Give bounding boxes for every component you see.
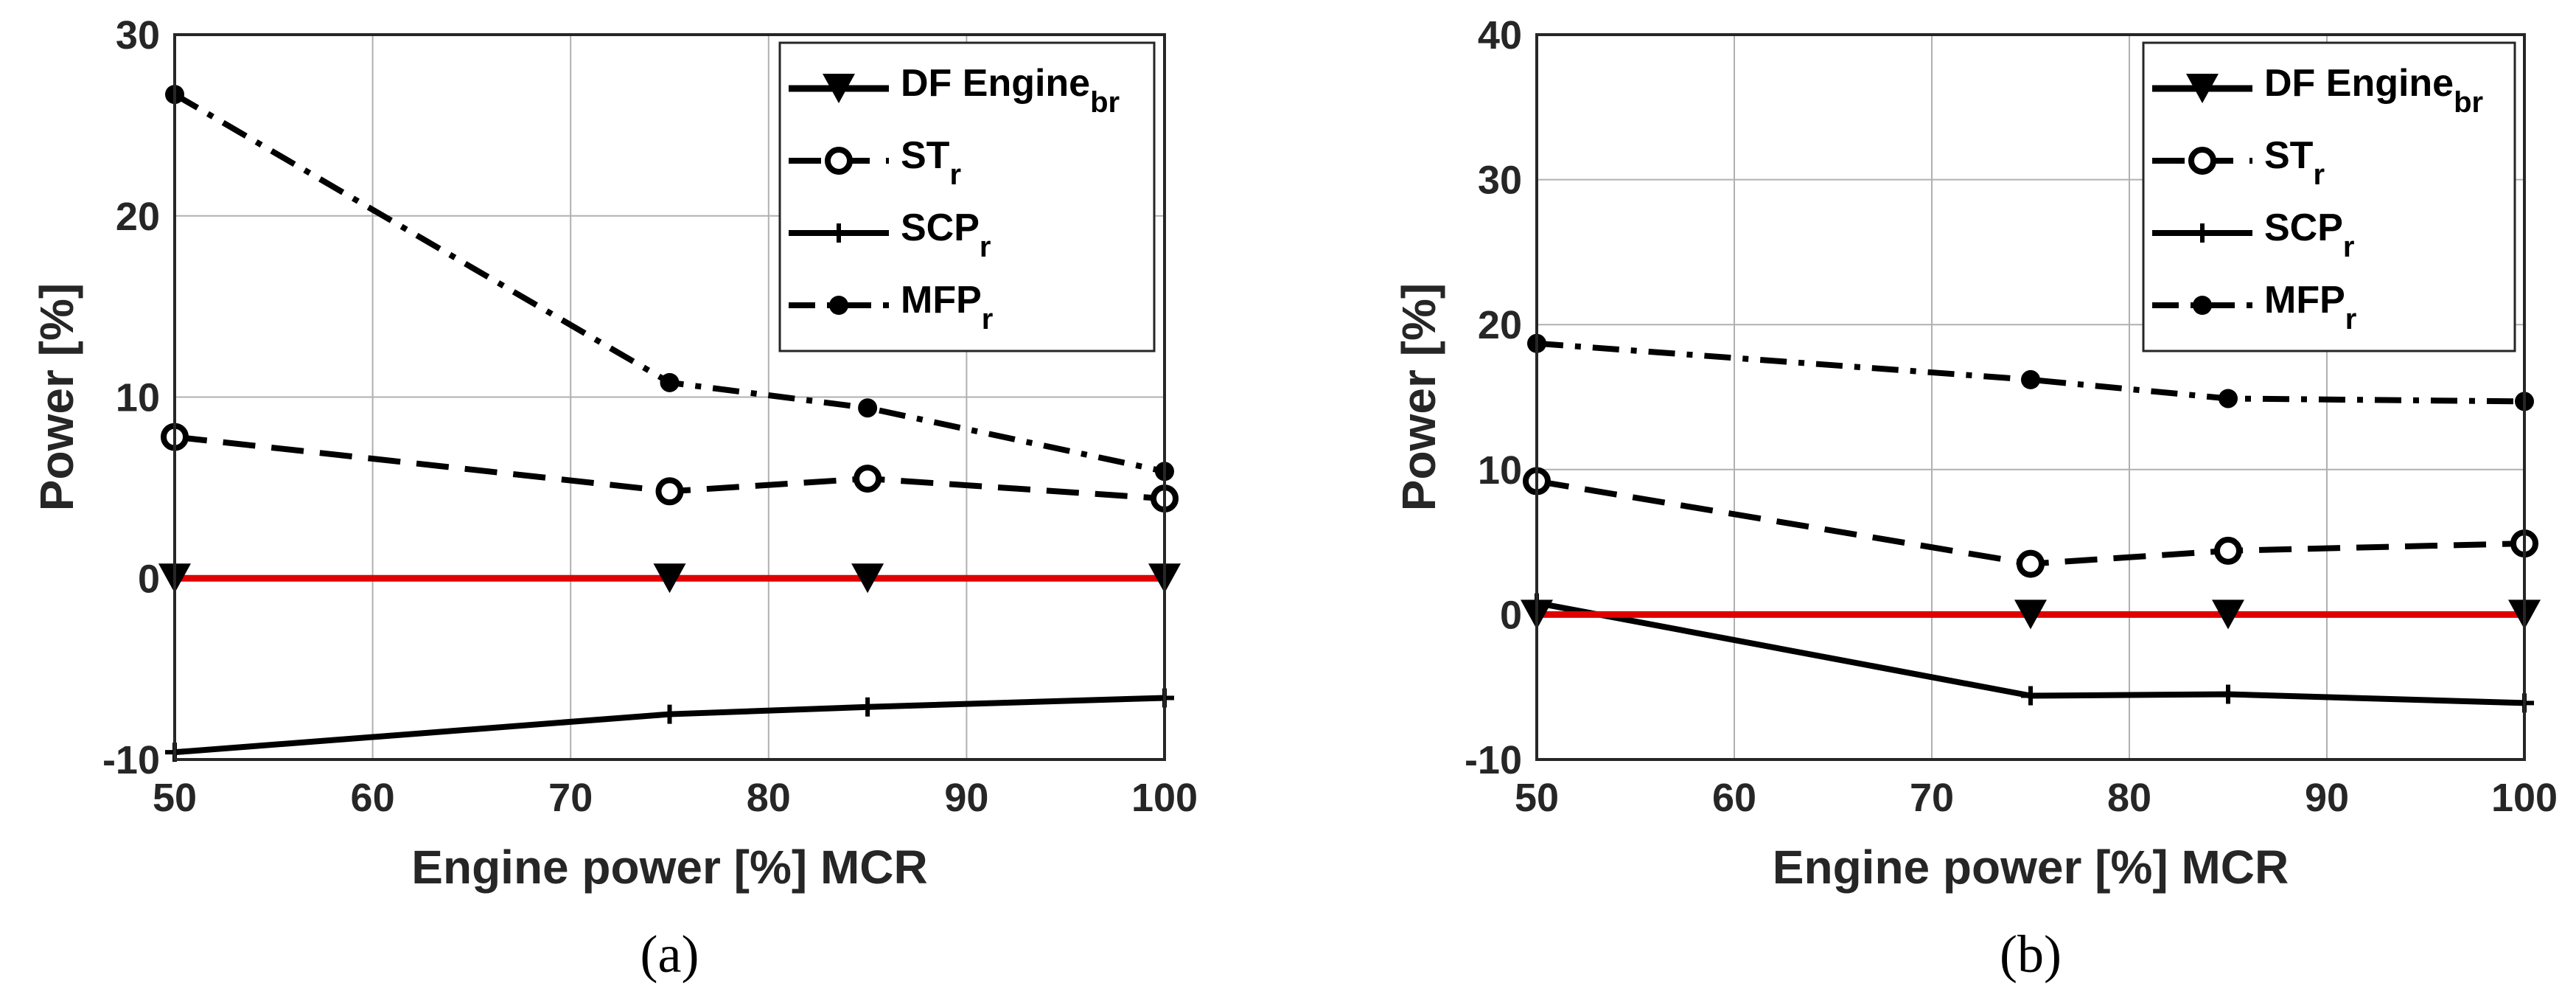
marker-circle-filled bbox=[2219, 389, 2238, 409]
y-tick-label: -10 bbox=[102, 738, 160, 782]
y-tick-label: 0 bbox=[1500, 593, 1522, 637]
y-tick-label: 30 bbox=[116, 13, 160, 58]
marker-circle-filled bbox=[2193, 296, 2212, 315]
marker-circle-open bbox=[825, 147, 853, 175]
legend-label-subscript: r bbox=[2345, 303, 2357, 336]
marker-circle-filled bbox=[660, 372, 680, 392]
legend-label-subscript: br bbox=[1090, 86, 1120, 119]
marker-plus bbox=[858, 697, 878, 717]
marker-circle-filled bbox=[829, 296, 848, 315]
x-tick-label: 100 bbox=[1131, 776, 1198, 820]
y-tick-label: 20 bbox=[116, 195, 160, 239]
marker-triangle-down bbox=[2186, 74, 2219, 103]
series-mfp bbox=[1527, 333, 2534, 411]
marker-circle-open bbox=[2214, 536, 2242, 565]
series-line bbox=[1536, 340, 2525, 405]
x-axis-label: Engine power [%] MCR bbox=[1773, 841, 2289, 894]
y-axis-label: Power [%] bbox=[1392, 283, 1445, 511]
series-line bbox=[174, 434, 1165, 502]
series-line bbox=[172, 91, 1165, 475]
marker-triangle-down bbox=[2014, 599, 2047, 630]
x-tick-label: 50 bbox=[153, 776, 197, 820]
series-st bbox=[1523, 467, 2538, 578]
x-tick-label: 60 bbox=[1712, 776, 1756, 820]
y-tick-label: 0 bbox=[138, 557, 160, 601]
marker-plus bbox=[2193, 223, 2212, 243]
y-tick-label: 10 bbox=[116, 376, 160, 420]
series-line bbox=[1536, 478, 2525, 567]
plot-frame bbox=[1535, 33, 2526, 761]
x-tick-label: 70 bbox=[1910, 776, 1954, 820]
legend-label-subscript: r bbox=[980, 231, 991, 263]
x-tick-label: 80 bbox=[747, 776, 791, 820]
x-tick-label: 70 bbox=[548, 776, 593, 820]
y-axis-label: Power [%] bbox=[30, 283, 83, 511]
legend-label-subscript: r bbox=[949, 159, 961, 191]
marker-circle-open bbox=[2188, 147, 2216, 175]
x-tick-label: 100 bbox=[2491, 776, 2558, 820]
panel-label: (b) bbox=[2000, 925, 2062, 984]
marker-circle-open bbox=[655, 477, 684, 506]
x-tick-label: 90 bbox=[2305, 776, 2349, 820]
marker-plus bbox=[829, 223, 848, 243]
y-tick-label: 40 bbox=[1478, 13, 1522, 58]
marker-triangle-down bbox=[653, 563, 686, 594]
y-tick-label: 10 bbox=[1478, 448, 1522, 493]
marker-circle-open bbox=[2017, 549, 2045, 578]
chart-panel-a: 50 60 70 80 90 100 -10 0 10 20 30 Engine power [%] … bbox=[30, 13, 1198, 984]
legend-label-subscript: r bbox=[2343, 231, 2355, 263]
legend-label-subscript: r bbox=[2313, 159, 2325, 191]
panel-label: (a) bbox=[640, 925, 699, 984]
y-tick-label: 30 bbox=[1478, 159, 1522, 203]
legend-label-subscript: r bbox=[982, 303, 994, 336]
marker-circle-filled bbox=[2021, 369, 2040, 389]
series-st bbox=[161, 423, 1179, 513]
x-tick-label: 90 bbox=[944, 776, 988, 820]
marker-plus bbox=[660, 704, 680, 724]
marker-plus bbox=[2021, 686, 2040, 706]
marker-triangle-down bbox=[823, 74, 855, 103]
x-axis-label: Engine power [%] MCR bbox=[411, 841, 927, 894]
marker-circle-filled bbox=[858, 398, 878, 418]
series-scp bbox=[165, 688, 1174, 762]
marker-plus bbox=[2219, 684, 2238, 704]
plot-frame bbox=[173, 33, 1166, 761]
marker-triangle-down bbox=[2212, 599, 2244, 630]
chart-panel-b: 50 60 70 80 90 100 -10 0 10 20 30 40 Engine power [%… bbox=[1392, 13, 2558, 984]
marker-triangle-down bbox=[851, 563, 884, 594]
y-tick-label: 20 bbox=[1478, 303, 1522, 347]
series-line bbox=[1536, 599, 2525, 706]
x-tick-label: 50 bbox=[1515, 776, 1559, 820]
legend-label-subscript: br bbox=[2454, 86, 2483, 119]
marker-circle-open bbox=[854, 465, 882, 493]
x-tick-label: 60 bbox=[351, 776, 395, 820]
y-tick-label: -10 bbox=[1465, 738, 1522, 782]
x-tick-label: 80 bbox=[2107, 776, 2151, 820]
series-line bbox=[174, 695, 1165, 756]
